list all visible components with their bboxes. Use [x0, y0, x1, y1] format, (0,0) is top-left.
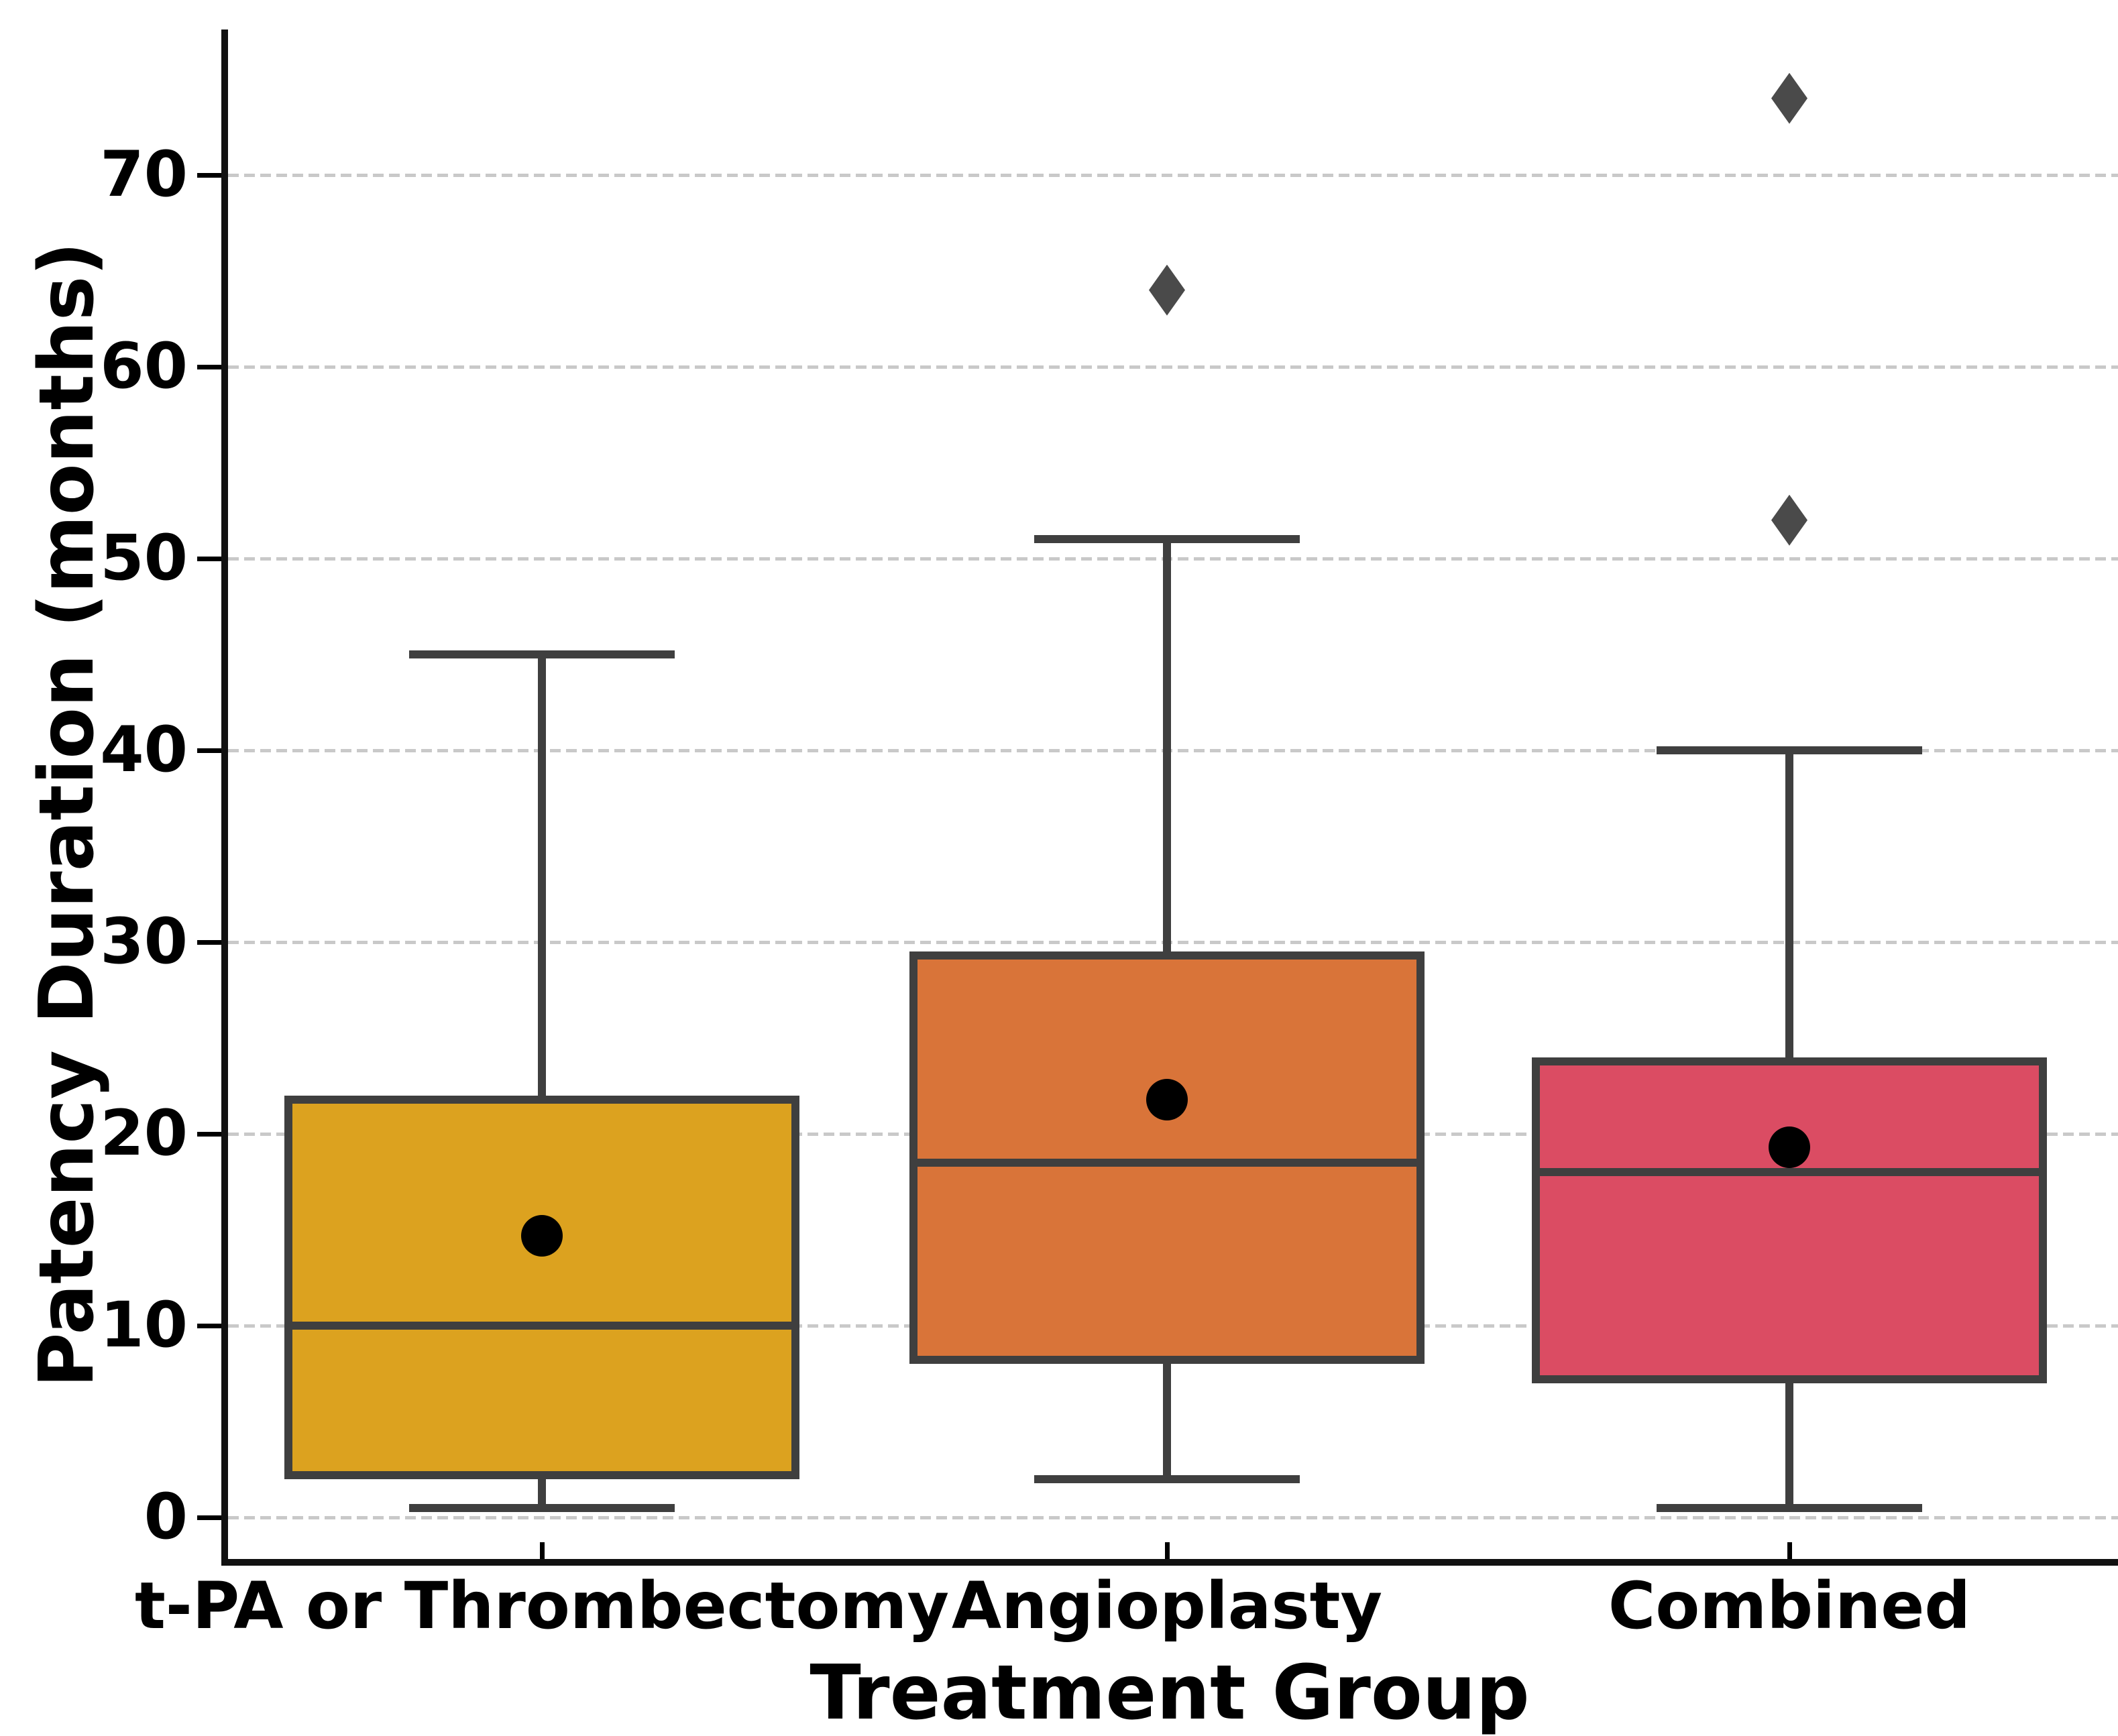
y-axis-tick: [197, 1515, 221, 1520]
outlier-marker: [1771, 72, 1807, 124]
box-rect: [909, 951, 1425, 1365]
outlier-marker: [1771, 494, 1807, 546]
whisker-cap-lower: [409, 1503, 675, 1512]
y-gridline: [228, 749, 2118, 752]
y-tick-label: 0: [144, 1481, 188, 1554]
y-tick-label: 60: [100, 330, 188, 403]
x-tick-label: t-PA or Thrombectomy: [134, 1568, 950, 1643]
y-tick-label: 10: [100, 1289, 188, 1362]
box-rect: [284, 1095, 799, 1479]
whisker-cap-lower: [1657, 1503, 1922, 1512]
median-line: [1537, 1168, 2042, 1177]
y-axis-spine: [221, 30, 228, 1566]
whisker-lower: [1163, 1364, 1171, 1479]
mean-marker: [1769, 1126, 1810, 1169]
x-axis-label: Treatment Group: [810, 1650, 1530, 1736]
whisker-cap-lower: [1034, 1474, 1300, 1483]
x-axis-tick: [1165, 1542, 1170, 1559]
y-gridline: [228, 365, 2118, 369]
x-axis-tick: [1787, 1542, 1792, 1559]
x-axis-tick: [540, 1542, 545, 1559]
y-axis-tick: [197, 940, 221, 945]
y-gridline: [228, 941, 2118, 944]
outlier-marker: [1149, 264, 1185, 316]
y-tick-label: 50: [100, 522, 188, 595]
y-tick-label: 20: [100, 1097, 188, 1170]
whisker-lower: [538, 1479, 546, 1508]
y-axis-tick: [197, 365, 221, 369]
x-axis-spine: [221, 1559, 2118, 1566]
whisker-upper: [538, 654, 546, 1096]
y-tick-label: 70: [100, 138, 188, 211]
mean-marker: [1146, 1078, 1188, 1120]
y-axis-tick: [197, 1132, 221, 1137]
whisker-cap-upper: [1657, 746, 1922, 754]
whisker-cap-upper: [409, 650, 675, 658]
y-gridline: [228, 1516, 2118, 1519]
mean-marker: [521, 1214, 563, 1257]
whisker-cap-upper: [1034, 535, 1300, 544]
x-tick-label: Angioplasty: [951, 1568, 1383, 1643]
y-tick-label: 30: [100, 905, 188, 978]
y-gridline: [228, 557, 2118, 561]
y-axis-tick: [197, 557, 221, 561]
median-line: [290, 1322, 794, 1330]
whisker-upper: [1163, 539, 1171, 952]
y-tick-label: 40: [100, 713, 188, 787]
y-axis-tick: [197, 173, 221, 178]
whisker-lower: [1785, 1383, 1793, 1508]
median-line: [915, 1158, 1419, 1167]
y-axis-tick: [197, 748, 221, 753]
box-rect: [1532, 1057, 2047, 1383]
whisker-upper: [1785, 750, 1793, 1057]
y-axis-tick: [197, 1324, 221, 1328]
x-tick-label: Combined: [1608, 1568, 1971, 1643]
y-gridline: [228, 174, 2118, 177]
